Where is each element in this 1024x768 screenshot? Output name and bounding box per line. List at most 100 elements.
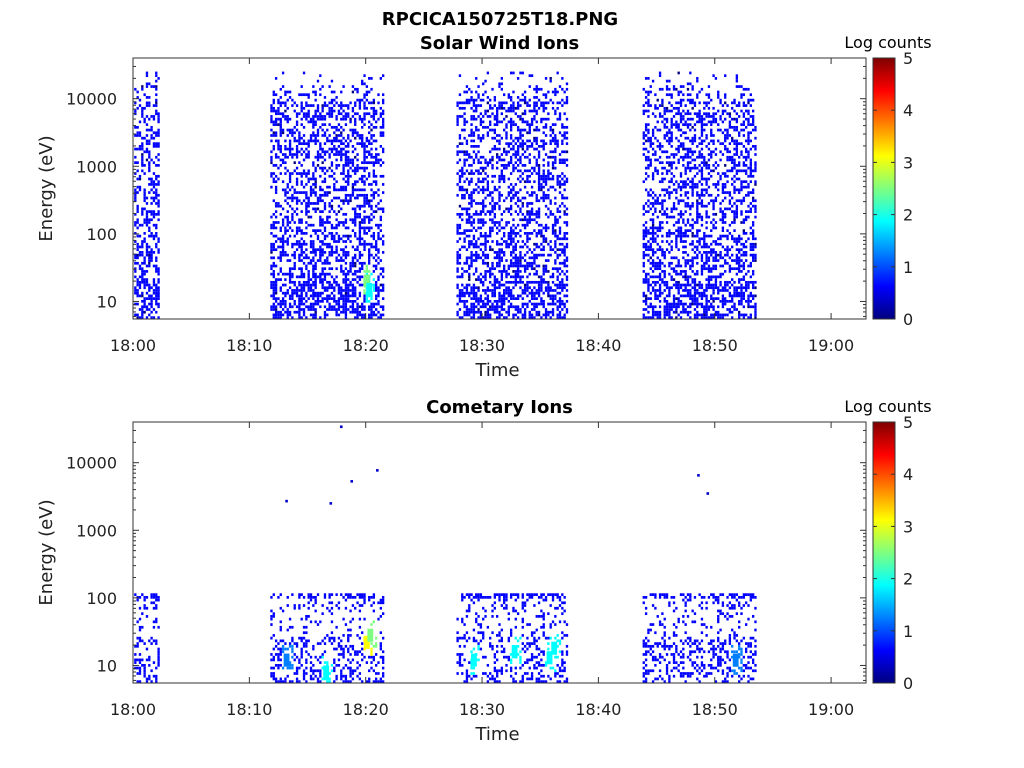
spectrogram-cell xyxy=(307,223,310,227)
spectrogram-cell xyxy=(644,177,648,181)
spectrogram-cell xyxy=(358,275,362,279)
spectrogram-cell xyxy=(477,169,480,173)
spectrogram-cell xyxy=(463,229,466,232)
spectrogram-cell xyxy=(542,196,545,200)
spectrogram-cell xyxy=(145,150,149,154)
spectrogram-cell xyxy=(489,316,492,319)
spectrogram-cell xyxy=(496,134,499,137)
spectrogram-cell xyxy=(689,98,692,102)
spectrogram-cell xyxy=(512,71,515,75)
spectrogram-cell xyxy=(326,245,329,249)
spectrogram-cell xyxy=(647,240,650,243)
spectrogram-cell xyxy=(335,302,338,306)
spectrogram-cell xyxy=(693,174,697,178)
spectrogram-cell xyxy=(486,264,490,268)
spectrogram-cell xyxy=(323,207,327,211)
spectrogram-cell xyxy=(300,289,303,292)
spectrogram-cell xyxy=(145,215,149,219)
spectrogram-cell xyxy=(651,289,655,292)
spectrogram-cell xyxy=(365,215,369,219)
spectrogram-cell xyxy=(670,316,673,319)
spectrogram-cell xyxy=(284,229,287,232)
spectrogram-cell xyxy=(314,272,317,276)
spectrogram-cell xyxy=(363,82,366,86)
spectrogram-cell xyxy=(556,237,559,241)
spectrogram-cell xyxy=(333,226,336,230)
spectrogram-cell xyxy=(344,234,348,238)
spectrogram-cell xyxy=(505,316,508,319)
spectrogram-cell xyxy=(661,150,664,154)
spectrogram-cell xyxy=(326,221,329,224)
spectrogram-cell xyxy=(344,164,348,167)
spectrogram-cell xyxy=(705,253,708,257)
spectrogram-cell xyxy=(456,283,459,287)
spectrogram-cell xyxy=(479,166,483,170)
spectrogram-cell xyxy=(530,120,534,124)
spectrogram-cell xyxy=(521,202,524,205)
spectrogram-cell xyxy=(461,196,464,200)
spectrogram-cell xyxy=(665,169,669,173)
spectrogram-cell xyxy=(691,191,694,194)
spectrogram-cell xyxy=(528,74,531,78)
spectrogram-cell xyxy=(493,294,497,298)
spectrogram-cell xyxy=(651,147,655,151)
spectrogram-cell xyxy=(482,210,485,213)
spectrogram-cell xyxy=(340,112,343,116)
spectrogram-cell xyxy=(342,223,345,227)
spectrogram-cell xyxy=(665,232,669,235)
spectrogram-cell xyxy=(368,270,371,273)
spectrogram-cell xyxy=(152,289,156,292)
spectrogram-cell xyxy=(509,232,513,235)
spectrogram-cell xyxy=(368,253,371,257)
spectrogram-cell xyxy=(272,226,275,230)
spectrogram-cell xyxy=(482,289,485,292)
spectrogram-cell xyxy=(463,90,466,94)
spectrogram-cell xyxy=(370,136,373,140)
spectrogram-cell xyxy=(677,313,680,317)
spectrogram-cell xyxy=(507,109,510,113)
spectrogram-cell xyxy=(356,196,359,200)
spectrogram-cell xyxy=(365,98,369,102)
spectrogram-cell xyxy=(326,218,329,222)
spectrogram-cell xyxy=(141,161,144,165)
spectrogram-cell xyxy=(143,207,146,211)
spectrogram-cell xyxy=(675,242,678,246)
spectrogram-cell xyxy=(361,226,364,230)
spectrogram-cell xyxy=(344,139,348,143)
spectrogram-cell xyxy=(684,245,687,249)
spectrogram-cell xyxy=(136,256,139,260)
spectrogram-cell xyxy=(512,153,515,156)
spectrogram-cell xyxy=(507,106,510,110)
spectrogram-cell xyxy=(468,240,471,243)
spectrogram-cell xyxy=(309,202,313,205)
spectrogram-cell xyxy=(700,218,704,222)
spectrogram-cell xyxy=(470,215,473,219)
spectrogram-cell xyxy=(675,272,678,276)
spectrogram-cell xyxy=(512,164,515,167)
spectrogram-cell xyxy=(356,87,359,91)
spectrogram-cell xyxy=(514,313,517,317)
spectrogram-cell xyxy=(150,256,153,260)
spectrogram-cell xyxy=(319,305,322,309)
spectrogram-cell xyxy=(337,297,341,300)
spectrogram-cell xyxy=(693,139,697,143)
spectrogram-cell xyxy=(684,251,687,254)
spectrogram-cell xyxy=(328,286,331,290)
spectrogram-cell xyxy=(693,164,697,167)
spectrogram-cell xyxy=(461,169,464,173)
spectrogram-cell xyxy=(684,210,687,213)
spectrogram-cell xyxy=(461,115,464,118)
spectrogram-cell xyxy=(703,155,706,159)
spectrogram-cell xyxy=(523,90,527,94)
spectrogram-cell xyxy=(358,234,362,238)
spectrogram-cell xyxy=(138,104,142,107)
spectrogram-cell xyxy=(302,242,306,246)
spectrogram-cell xyxy=(516,240,520,243)
spectrogram-cell xyxy=(509,155,513,159)
spectrogram-cell xyxy=(305,93,308,97)
spectrogram-cell xyxy=(528,131,531,135)
spectrogram-cell xyxy=(691,226,694,230)
spectrogram-cell xyxy=(143,240,146,243)
spectrogram-cell xyxy=(700,131,704,135)
spectrogram-cell xyxy=(335,310,338,314)
